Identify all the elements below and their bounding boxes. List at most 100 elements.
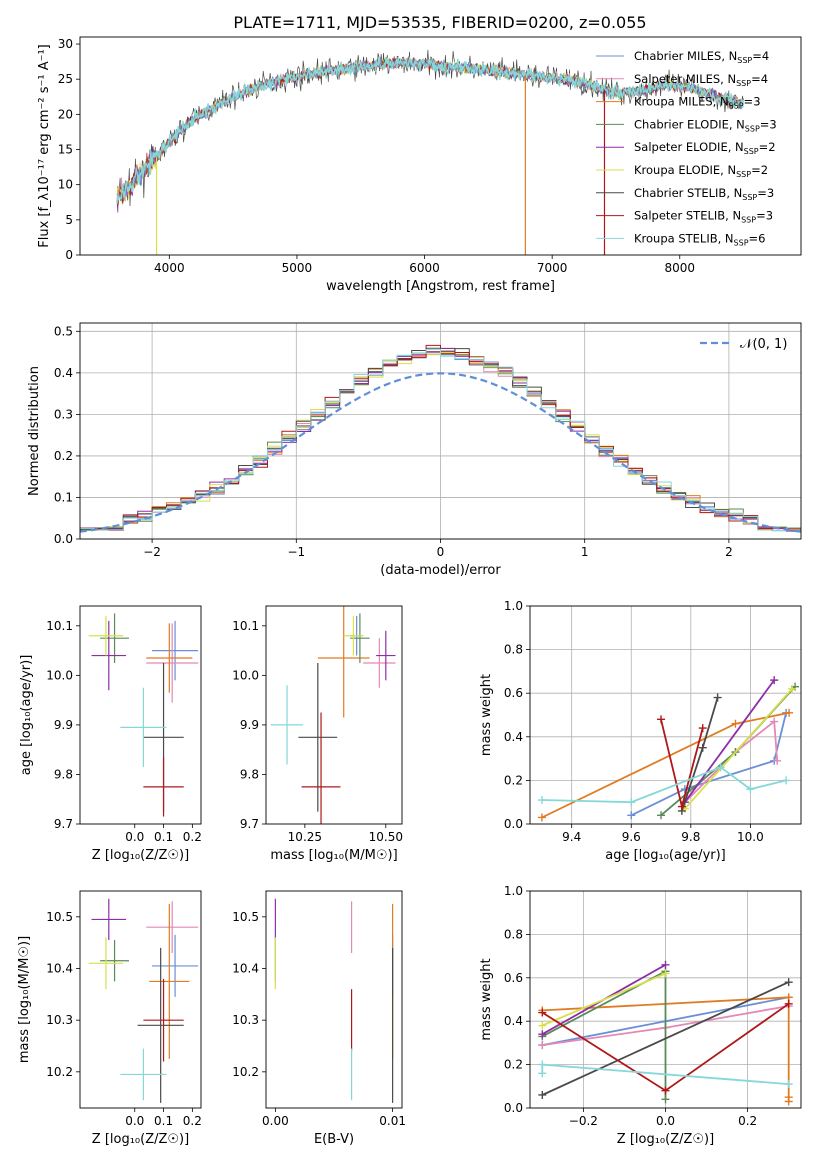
weight-line-kroupa-stelib-marker (538, 1060, 547, 1069)
weight-line-kroupa-stelib-marker (627, 798, 636, 807)
legend-series-name: Chabrier MILES (634, 49, 721, 63)
legend-nssp-sub: SSP (736, 79, 751, 88)
weight-line-salpeter-miles-marker (770, 717, 779, 726)
legend-nssp-prefix: , N (726, 186, 742, 200)
spectrum-ytick-label: 15 (58, 143, 73, 157)
weight-line-salpeter-elodie-marker (538, 1030, 547, 1039)
weight-line-kroupa-elodie (684, 688, 793, 810)
age-vs-mass-xtick-label: 10.25 (288, 830, 322, 844)
weight-line-kroupa-stelib-marker (537, 796, 546, 805)
weight-line-salpeter-stelib-marker (538, 1008, 547, 1017)
age-vs-mass-ytick-label: 9.8 (240, 767, 259, 781)
weight-line-salpeter-elodie (684, 679, 775, 803)
weight-vs-z-ytick-label: 0.6 (504, 971, 523, 985)
plots-layer: 4000 5000 6000 7000 8000051015202530waveleng… (17, 36, 802, 1147)
legend-nssp-eq: = (744, 95, 754, 109)
legend-series-name: Salpeter MILES (634, 72, 720, 86)
weight-line-salpeter-stelib-marker (698, 724, 707, 733)
weight-line-chabrier-stelib-marker (698, 743, 707, 752)
age-vs-z-ytick-label: 9.7 (54, 817, 73, 831)
residual-hist-kroupa-stelib (80, 348, 801, 531)
age-vs-mass-axes: 10.25 10.50 9.7 9.8 9.9 10.0 10.1 mass [log₁₀(M… (232, 605, 403, 863)
legend-nssp-eq: = (751, 72, 761, 86)
residuals-ytick-label: 0.0 (54, 532, 73, 546)
weight-line-kroupa-elodie (541, 972, 666, 1027)
weight-vs-z-ytick-label: 0.2 (504, 1058, 523, 1072)
legend-nssp-value: 4 (762, 49, 769, 63)
spectrum-legend-label: Salpeter MILES, NSSP=4 (634, 72, 768, 88)
age-vs-z-axes: 0.0 0.1 0.2 9.7 9.8 9.9 10.0 10.1 Z [log₁₀(Z/Z☉)… (19, 605, 202, 863)
age-vs-mass-ytick-label: 9.9 (240, 718, 259, 732)
weight-vs-z-xtick-label: 0.2 (738, 1114, 757, 1128)
legend-nssp-prefix: , N (713, 95, 729, 109)
weight-vs-age-ytick-label: 0.4 (504, 730, 523, 744)
residuals-ytick-label: 0.2 (54, 449, 73, 463)
weight-line-salpeter-stelib-marker (784, 999, 793, 1008)
weight-vs-z-xtick-label: −0.2 (569, 1114, 598, 1128)
weight-line-kroupa-miles-marker (785, 708, 794, 717)
mass-vs-z-xtick-label: 0.0 (125, 1114, 144, 1128)
legend-nssp-value: 3 (769, 117, 776, 131)
weight-vs-age-ytick-label: 1.0 (504, 599, 523, 613)
spectrum-xtick-label: 5000 (282, 261, 313, 275)
spectrum-legend-label: Kroupa ELODIE, NSSP=2 (634, 163, 768, 179)
weight-line-salpeter-miles-marker (538, 1041, 547, 1050)
legend-nssp-eq: = (759, 140, 769, 154)
legend-nssp-value: 4 (761, 72, 768, 86)
mass-vs-z-ytick-label: 10.4 (46, 962, 73, 976)
weight-line-salpeter-miles (684, 719, 779, 803)
legend-nssp-sub: SSP (729, 102, 744, 111)
weight-line-chabrier-elodie (541, 969, 667, 1100)
legend-nssp-eq: = (752, 49, 762, 63)
residuals-ytick-label: 0.5 (54, 324, 73, 338)
normal-pdf-curve (80, 372, 801, 533)
legend-nssp-prefix: , N (728, 140, 744, 154)
age-vs-z-ytick-label: 9.8 (54, 767, 73, 781)
residuals-xtick-label: 0 (437, 545, 445, 559)
weight-line-chabrier-elodie-marker (657, 811, 666, 820)
legend-series-name: Chabrier STELIB (634, 186, 726, 200)
age-vs-mass-ytick-label: 10.0 (232, 668, 259, 682)
spectrum-xtick-label: 4000 (154, 261, 185, 275)
spectrum-xtick-label: 8000 (664, 261, 695, 275)
spectrum-frame (79, 36, 802, 256)
spectrum-ytick-label: 30 (58, 37, 73, 51)
mass-vs-z-ytick-label: 10.5 (46, 910, 73, 924)
spectrum-axes: 4000 5000 6000 7000 8000 0 5 10 15 20 25 30 waveleng… (37, 36, 802, 294)
weight-line-salpeter-stelib-marker (657, 715, 666, 724)
weight-line-kroupa-stelib-marker (782, 776, 791, 785)
mass-vs-z-ytick-label: 10.2 (46, 1065, 73, 1079)
spectrum-legend-label: Kroupa STELIB, NSSP=6 (634, 231, 766, 247)
legend-nssp-eq: = (749, 231, 759, 245)
legend-nssp-sub: SSP (741, 216, 756, 225)
legend-nssp-sub: SSP (742, 193, 757, 202)
legend-nssp-sub: SSP (745, 124, 760, 133)
legend-nssp-value: 3 (766, 209, 773, 223)
weight-line-kroupa-elodie-marker (788, 684, 797, 693)
spectrum-ytick-label: 20 (58, 107, 73, 121)
age-vs-z-ytick-label: 9.9 (54, 718, 73, 732)
age-vs-mass-ytick-label: 10.1 (232, 619, 259, 633)
age-vs-z-xtick-label: 0.0 (125, 830, 144, 844)
weight-vs-z-ytick-label: 0.8 (504, 927, 523, 941)
weight-vs-age-xtick-label: 9.8 (681, 830, 700, 844)
weight-vs-age-axes: 9.4 9.6 9.8 10.0 0.0 0.2 0.4 0.6 0.8 1.0 age [log₁… (479, 599, 802, 863)
weight-line-salpeter-stelib-marker (677, 802, 686, 811)
weight-line-chabrier-stelib (541, 981, 790, 1096)
legend-series-name: Chabrier ELODIE (634, 117, 729, 131)
weight-vs-age-frame (529, 605, 802, 825)
weight-vs-z-ytick-label: 1.0 (504, 884, 523, 898)
spectrum-ytick-label: 25 (58, 72, 73, 86)
weight-vs-age-ytick-label: 0.8 (504, 643, 523, 657)
residuals-ytick-label: 0.1 (54, 490, 73, 504)
spectrum-xlabel: wavelength [Angstrom, rest frame] (326, 279, 555, 294)
weight-vs-z-xtick-label: 0.0 (656, 1114, 675, 1128)
weight-vs-age-xtick-label: 9.6 (622, 830, 641, 844)
weight-line-kroupa-stelib-marker (746, 785, 755, 794)
residuals-xtick-label: 2 (725, 545, 733, 559)
age-vs-mass-frame (265, 605, 403, 825)
mass-vs-z-ytick-label: 10.3 (46, 1013, 73, 1027)
legend-nssp-prefix: , N (725, 209, 741, 223)
residual-legend-label: 𝒩(0, 1) (740, 337, 787, 352)
spectrum-xtick-label: 7000 (537, 261, 568, 275)
